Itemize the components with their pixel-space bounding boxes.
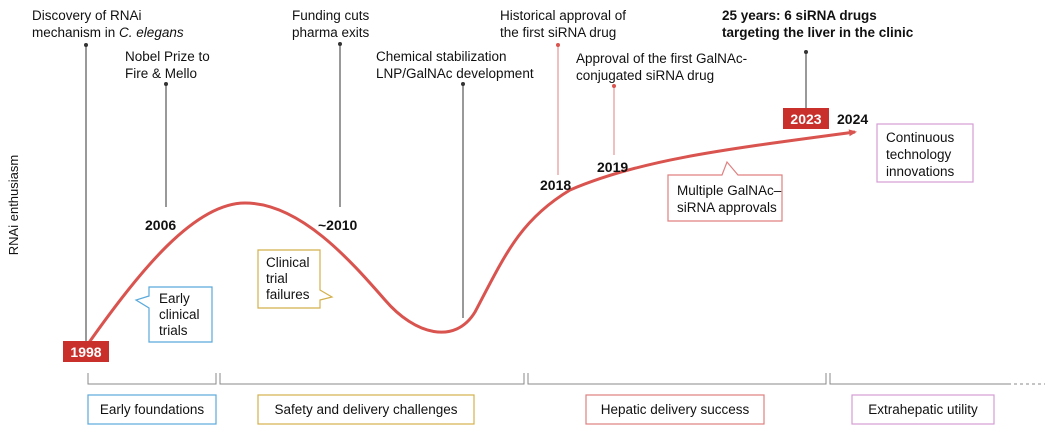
svg-text:Nobel Prize to: Nobel Prize to bbox=[125, 49, 210, 64]
enthusiasm-curve bbox=[86, 129, 857, 345]
milestone-chem-label: Chemical stabilization LNP/GalNAc develo… bbox=[376, 49, 534, 81]
svg-text:Multiple GalNAc–: Multiple GalNAc– bbox=[677, 183, 782, 198]
milestone-stems bbox=[85, 44, 807, 343]
milestone-2006-label: Nobel Prize to Fire & Mello bbox=[125, 49, 210, 81]
bracket-p3 bbox=[527, 373, 827, 385]
phase-early-foundations: Early foundations bbox=[87, 394, 217, 425]
milestone-2010-label: Funding cuts pharma exits bbox=[292, 8, 370, 40]
svg-text:Early: Early bbox=[159, 291, 190, 306]
svg-text:Historical approval of: Historical approval of bbox=[500, 8, 626, 23]
svg-text:Discovery of RNAi: Discovery of RNAi bbox=[32, 8, 142, 23]
year-2024: 2024 bbox=[837, 111, 868, 127]
svg-text:Funding cuts: Funding cuts bbox=[292, 8, 370, 23]
bracket-p4 bbox=[829, 373, 1008, 385]
svg-text:LNP/GalNAc development: LNP/GalNAc development bbox=[376, 66, 534, 81]
svg-text:1998: 1998 bbox=[70, 344, 101, 360]
svg-text:technology: technology bbox=[886, 147, 952, 162]
phase-brackets bbox=[87, 373, 1045, 385]
svg-text:25 years: 6 siRNA drugs: 25 years: 6 siRNA drugs bbox=[722, 8, 877, 23]
milestone-stems-red bbox=[557, 45, 615, 175]
year-2006: 2006 bbox=[145, 217, 176, 233]
year-2023-badge: 2023 bbox=[783, 108, 829, 129]
callout-trial-failures: Clinical trial failures bbox=[257, 249, 334, 309]
svg-text:Extrahepatic utility: Extrahepatic utility bbox=[868, 402, 978, 417]
svg-text:clinical: clinical bbox=[159, 307, 200, 322]
svg-text:trials: trials bbox=[159, 323, 188, 338]
milestone-2023-label: 25 years: 6 siRNA drugs targeting the li… bbox=[722, 8, 914, 40]
year-2010: ~2010 bbox=[318, 217, 358, 233]
svg-text:Early foundations: Early foundations bbox=[100, 402, 205, 417]
phase-extrahepatic: Extrahepatic utility bbox=[851, 394, 995, 425]
year-2019: 2019 bbox=[597, 159, 628, 175]
svg-text:innovations: innovations bbox=[886, 164, 955, 179]
svg-text:Hepatic delivery success: Hepatic delivery success bbox=[601, 402, 750, 417]
svg-text:siRNA approvals: siRNA approvals bbox=[677, 200, 777, 215]
milestone-2018-label: Historical approval of the first siRNA d… bbox=[500, 8, 626, 40]
svg-text:mechanism in C. elegans: mechanism in C. elegans bbox=[32, 25, 184, 40]
stem-dots bbox=[84, 42, 808, 88]
svg-text:Clinical: Clinical bbox=[266, 255, 310, 270]
svg-text:conjugated siRNA drug: conjugated siRNA drug bbox=[576, 68, 714, 83]
svg-text:trial: trial bbox=[266, 271, 288, 286]
year-2018: 2018 bbox=[540, 177, 571, 193]
phase-hepatic-success: Hepatic delivery success bbox=[585, 394, 765, 425]
svg-text:Chemical stabilization: Chemical stabilization bbox=[376, 49, 507, 64]
bracket-p2 bbox=[219, 373, 525, 385]
svg-text:Approval of the first GalNAc-: Approval of the first GalNAc- bbox=[576, 51, 747, 66]
milestone-1998-label: Discovery of RNAi mechanism in C. elegan… bbox=[32, 8, 184, 40]
milestone-2019-label: Approval of the first GalNAc- conjugated… bbox=[576, 51, 747, 83]
svg-text:Continuous: Continuous bbox=[886, 130, 955, 145]
svg-text:Fire & Mello: Fire & Mello bbox=[125, 66, 197, 81]
callout-early-trials: Early clinical trials bbox=[134, 286, 213, 343]
callout-innovations: Continuous technology innovations bbox=[876, 123, 974, 183]
callout-galnac-approvals: Multiple GalNAc– siRNA approvals bbox=[667, 160, 783, 222]
y-axis-label: RNAi enthusiasm bbox=[6, 155, 21, 255]
phase-safety-delivery: Safety and delivery challenges bbox=[257, 394, 475, 425]
svg-text:pharma exits: pharma exits bbox=[292, 25, 370, 40]
svg-text:Safety and delivery challenges: Safety and delivery challenges bbox=[274, 402, 457, 417]
year-1998-badge: 1998 bbox=[63, 341, 109, 362]
svg-text:the first siRNA drug: the first siRNA drug bbox=[500, 25, 616, 40]
svg-text:failures: failures bbox=[266, 287, 310, 302]
svg-text:2023: 2023 bbox=[790, 111, 821, 127]
bracket-p1 bbox=[87, 373, 217, 385]
svg-text:targeting the liver in the cli: targeting the liver in the clinic bbox=[722, 25, 914, 40]
